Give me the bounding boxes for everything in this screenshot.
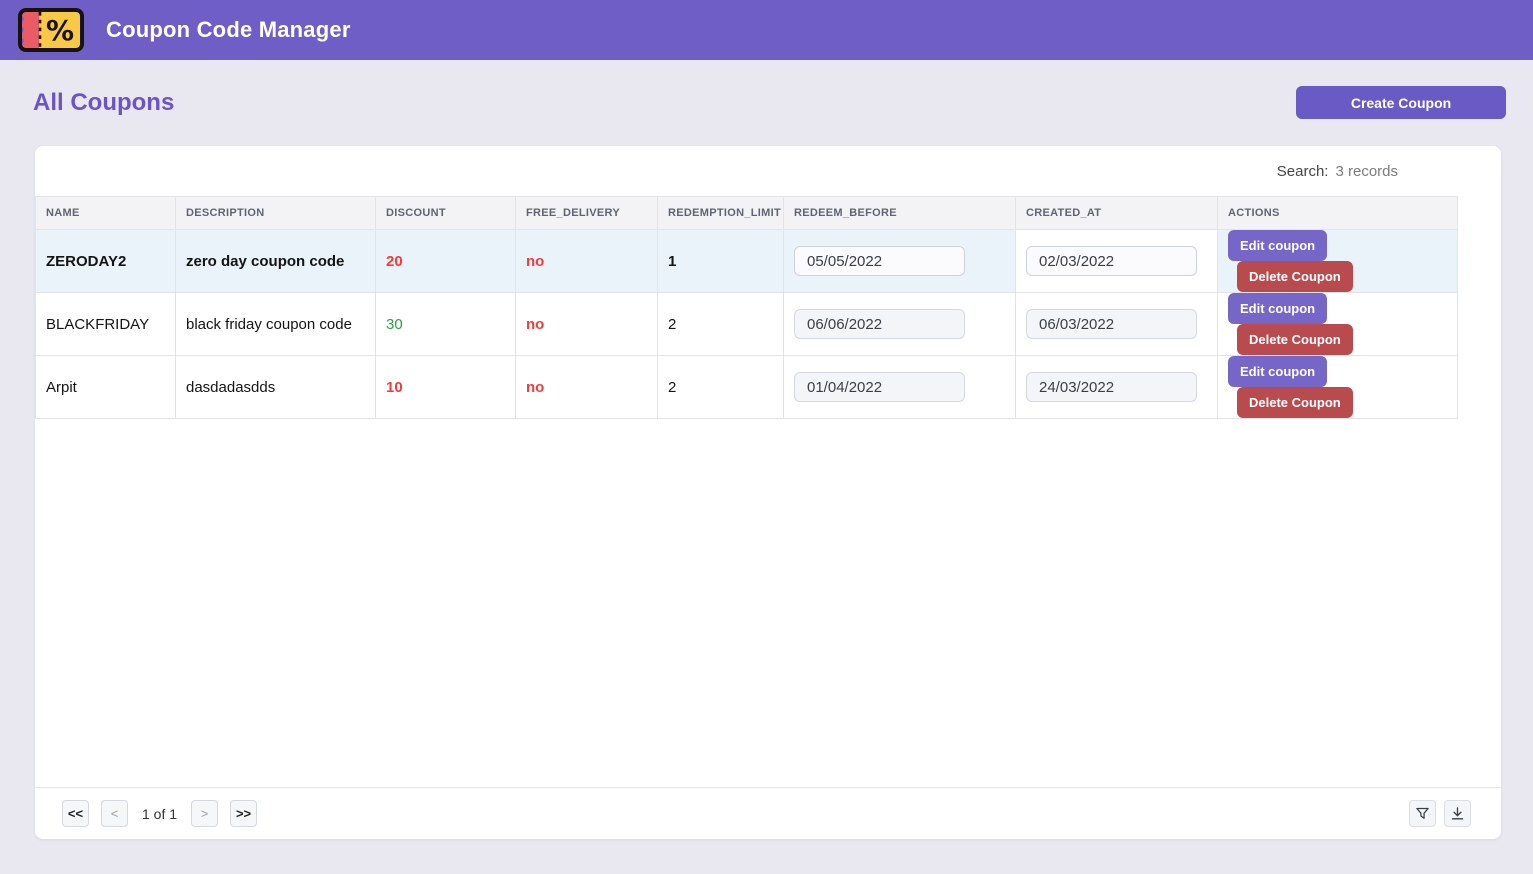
- cell-redemption-limit: 2: [657, 355, 784, 419]
- coupon-ticket-icon: %: [18, 8, 84, 52]
- column-header-actions: ACTIONS: [1217, 196, 1458, 230]
- cell-discount: 10: [375, 355, 516, 419]
- cell-created-at: [1015, 229, 1218, 293]
- table-footer: << < 1 of 1 > >>: [35, 787, 1501, 839]
- table-empty-area: [35, 419, 1501, 787]
- cell-name: Arpit: [35, 355, 176, 419]
- cell-free-delivery: no: [515, 292, 658, 356]
- pagination-page-label: 1 of 1: [142, 805, 178, 822]
- table-row: ZERODAY2 zero day coupon code 20 no 1 Ed…: [35, 229, 1458, 293]
- cell-description: zero day coupon code: [175, 229, 376, 293]
- search-records-count: 3 records: [1335, 162, 1398, 180]
- redeem-before-input[interactable]: [794, 246, 965, 276]
- pagination-last-button[interactable]: >>: [230, 800, 258, 827]
- cell-description: dasdadasdds: [175, 355, 376, 419]
- table-row: Arpit dasdadasdds 10 no 2 Edit coupon De…: [35, 355, 1458, 419]
- cell-actions: Edit coupon Delete Coupon: [1217, 355, 1458, 419]
- cell-actions: Edit coupon Delete Coupon: [1217, 229, 1458, 293]
- cell-redemption-limit: 1: [657, 229, 784, 293]
- table-row: BLACKFRIDAY black friday coupon code 30 …: [35, 292, 1458, 356]
- created-at-input[interactable]: [1026, 246, 1197, 276]
- download-icon: [1451, 807, 1464, 820]
- create-coupon-button[interactable]: Create Coupon: [1296, 86, 1506, 119]
- created-at-input[interactable]: [1026, 372, 1197, 402]
- coupons-card: Search: 3 records NAME DESCRIPTION DISCO…: [35, 146, 1501, 839]
- cell-free-delivery: no: [515, 355, 658, 419]
- delete-coupon-button[interactable]: Delete Coupon: [1237, 261, 1353, 292]
- pagination-next-button[interactable]: >: [191, 800, 219, 827]
- cell-actions: Edit coupon Delete Coupon: [1217, 292, 1458, 356]
- edit-coupon-button[interactable]: Edit coupon: [1228, 293, 1328, 324]
- cell-name: ZERODAY2: [35, 229, 176, 293]
- cell-created-at: [1015, 355, 1218, 419]
- column-header-free-delivery: FREE_DELIVERY: [515, 196, 658, 230]
- cell-created-at: [1015, 292, 1218, 356]
- download-button[interactable]: [1444, 800, 1471, 827]
- search-label: Search:: [1276, 162, 1329, 180]
- pagination-prev-button[interactable]: <: [101, 800, 128, 827]
- table-header-row: NAME DESCRIPTION DISCOUNT FREE_DELIVERY …: [35, 196, 1458, 230]
- cell-redemption-limit: 2: [657, 292, 784, 356]
- svg-text:%: %: [46, 14, 74, 47]
- filter-button[interactable]: [1409, 800, 1436, 827]
- redeem-before-input[interactable]: [794, 372, 965, 402]
- edit-coupon-button[interactable]: Edit coupon: [1228, 356, 1328, 387]
- delete-coupon-button[interactable]: Delete Coupon: [1237, 324, 1353, 355]
- column-header-redeem-before: REDEEM_BEFORE: [783, 196, 1016, 230]
- coupons-table: NAME DESCRIPTION DISCOUNT FREE_DELIVERY …: [35, 196, 1458, 419]
- cell-description: black friday coupon code: [175, 292, 376, 356]
- cell-discount: 30: [375, 292, 516, 356]
- delete-coupon-button[interactable]: Delete Coupon: [1237, 387, 1353, 418]
- cell-free-delivery: no: [515, 229, 658, 293]
- column-header-description: DESCRIPTION: [175, 196, 376, 230]
- filter-funnel-icon: [1416, 807, 1429, 819]
- column-header-redemption-limit: REDEMPTION_LIMIT: [657, 196, 784, 230]
- cell-redeem-before: [783, 355, 1016, 419]
- created-at-input[interactable]: [1026, 309, 1197, 339]
- column-header-discount: DISCOUNT: [375, 196, 516, 230]
- search-row: Search: 3 records: [35, 146, 1501, 196]
- pagination-first-button[interactable]: <<: [62, 800, 89, 827]
- cell-name: BLACKFRIDAY: [35, 292, 176, 356]
- redeem-before-input[interactable]: [794, 309, 965, 339]
- page-title: All Coupons: [33, 88, 175, 116]
- app-title: Coupon Code Manager: [106, 17, 351, 42]
- cell-redeem-before: [783, 229, 1016, 293]
- edit-coupon-button[interactable]: Edit coupon: [1228, 230, 1328, 261]
- pagination: << < 1 of 1 > >>: [62, 800, 269, 827]
- cell-discount: 20: [375, 229, 516, 293]
- column-header-name: NAME: [35, 196, 176, 230]
- app-header-bar: % Coupon Code Manager: [0, 0, 1533, 60]
- cell-redeem-before: [783, 292, 1016, 356]
- column-header-created-at: CREATED_AT: [1015, 196, 1218, 230]
